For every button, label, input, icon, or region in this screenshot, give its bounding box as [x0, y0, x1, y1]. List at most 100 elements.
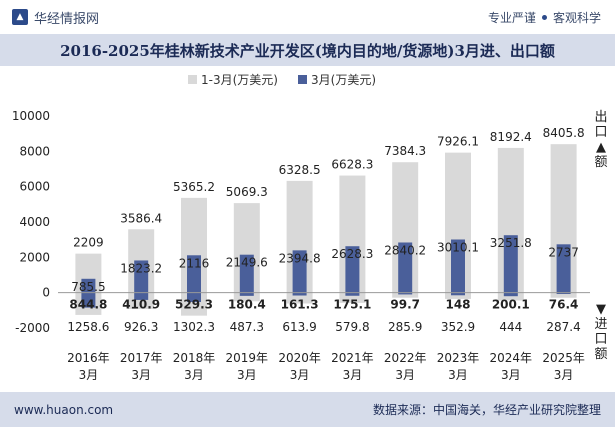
x-tick-label: 2019年 — [226, 351, 269, 365]
label-month-import: 410.9 — [122, 298, 160, 312]
bar-month-export — [81, 278, 96, 293]
x-tick-label: 2025年 — [542, 351, 585, 365]
bar-month-import — [134, 292, 149, 300]
label-total-export: 5365.2 — [173, 180, 215, 194]
top-bar: ▲ 华经情报网 专业严谨 客观科学 — [0, 0, 615, 34]
export-axis-label: 出口▲额 — [594, 110, 608, 170]
footer: www.huaon.com 数据来源：中国海关，华经产业研究院整理 — [0, 392, 615, 427]
bar-total-import — [392, 292, 419, 298]
bar-month-import — [292, 292, 307, 296]
tagline: 专业严谨 客观科学 — [488, 9, 601, 26]
website-link[interactable]: www.huaon.com — [14, 402, 114, 417]
bar-month-export — [503, 235, 518, 293]
label-total-import: 613.9 — [282, 320, 316, 334]
bar-month-export — [398, 242, 413, 293]
bar-month-export — [451, 239, 465, 293]
label-total-import: 1302.3 — [173, 320, 215, 334]
bar-total-import — [286, 292, 313, 304]
label-month-export: 2149.6 — [226, 256, 268, 270]
label-month-export: 2116 — [179, 256, 210, 270]
bar-month-export — [134, 260, 149, 293]
x-tick-label-line2: 3月 — [343, 368, 363, 382]
label-month-import: 99.7 — [390, 298, 420, 312]
x-tick-label: 2022年 — [384, 351, 427, 365]
label-total-import: 579.8 — [335, 320, 369, 334]
label-month-export: 3010.1 — [437, 240, 479, 254]
y-tick-label: 0 — [42, 286, 50, 300]
x-tick-label-line2: 3月 — [501, 368, 521, 382]
legend-label-2: 3月(万美元) — [311, 73, 376, 87]
label-month-import: 200.1 — [492, 298, 530, 312]
label-month-import: 161.3 — [281, 298, 319, 312]
x-tick-label-line2: 3月 — [290, 368, 310, 382]
label-month-import: 844.8 — [69, 298, 107, 312]
bar-month-import — [239, 292, 254, 296]
bar-total-import — [497, 292, 524, 301]
bar-month-export — [187, 255, 201, 293]
bar-month-import — [451, 292, 465, 296]
label-total-import: 352.9 — [441, 320, 475, 334]
label-total-import: 926.3 — [124, 320, 158, 334]
x-tick-label-line2: 3月 — [131, 368, 151, 382]
import-axis-label: ▼进口额 — [594, 302, 608, 362]
bar-month-import — [187, 292, 201, 303]
logo-icon: ▲ — [12, 9, 28, 25]
x-tick-label-line2: 3月 — [184, 368, 204, 382]
y-tick-label: 4000 — [19, 215, 50, 229]
label-month-export: 2737 — [548, 245, 579, 259]
bar-month-export — [556, 244, 571, 293]
y-tick-label: 10000 — [12, 109, 50, 123]
label-month-export: 3251.8 — [490, 236, 532, 250]
x-tick-label: 2018年 — [173, 351, 216, 365]
x-tick-label: 2024年 — [490, 351, 533, 365]
chart: 1-3月(万美元) 3月(万美元) -2000 0 2000 4000 6000 8000 10… — [12, 73, 590, 382]
x-tick-label-line2: 3月 — [554, 368, 574, 382]
data-source: 数据来源：中国海关，华经产业研究院整理 — [372, 403, 601, 417]
bar-total-import — [233, 292, 260, 302]
tag-objective: 客观科学 — [552, 10, 601, 25]
bar-month-import — [81, 292, 96, 308]
bar-total-import — [550, 292, 577, 298]
legend-swatch-1 — [188, 75, 197, 84]
label-total-export: 7384.3 — [384, 144, 426, 158]
label-total-import: 444 — [499, 320, 522, 334]
label-total-export: 7926.1 — [437, 135, 479, 149]
label-month-import: 529.3 — [175, 298, 213, 312]
label-total-import: 285.9 — [388, 320, 422, 334]
label-month-export: 1823.2 — [120, 261, 162, 275]
label-total-export: 5069.3 — [226, 185, 268, 199]
label-month-import: 76.4 — [549, 298, 579, 312]
label-total-import: 487.3 — [230, 320, 264, 334]
label-total-export: 2209 — [73, 236, 104, 250]
bar-month-export — [292, 250, 307, 293]
x-tick-label: 2021年 — [331, 351, 374, 365]
chart-title: 2016-2025年桂林新技术产业开发区(境内目的地/货源地)3月进、出口额 — [0, 34, 615, 66]
label-month-import: 180.4 — [228, 298, 266, 312]
bar-month-import — [345, 292, 360, 296]
bar-month-export — [345, 246, 360, 293]
bar-month-import — [556, 292, 571, 295]
label-total-import: 287.4 — [546, 320, 580, 334]
bar-month-import — [398, 292, 413, 295]
x-tick-label-line2: 3月 — [79, 368, 99, 382]
x-tick-label-line2: 3月 — [237, 368, 257, 382]
label-total-export: 6328.5 — [279, 163, 321, 177]
y-tick-label: 6000 — [19, 180, 50, 194]
label-total-import: 1258.6 — [67, 320, 109, 334]
bar-month-export — [239, 254, 254, 293]
label-month-import: 148 — [445, 298, 470, 312]
separator-dot-icon — [541, 14, 547, 20]
brand[interactable]: ▲ 华经情报网 — [12, 8, 99, 27]
legend-label-1: 1-3月(万美元) — [201, 73, 278, 87]
label-total-export: 3586.4 — [120, 211, 162, 225]
label-total-export: 6628.3 — [331, 158, 373, 172]
legend-swatch-2 — [298, 75, 307, 84]
label-month-import: 175.1 — [333, 298, 371, 312]
tag-professional: 专业严谨 — [487, 10, 536, 25]
bar-total-import — [339, 292, 366, 303]
x-tick-label-line2: 3月 — [448, 368, 468, 382]
label-month-export: 2628.3 — [331, 247, 373, 261]
brand-name: 华经情报网 — [34, 11, 100, 27]
x-tick-label: 2023年 — [437, 351, 480, 365]
bar-month-import — [503, 292, 518, 297]
